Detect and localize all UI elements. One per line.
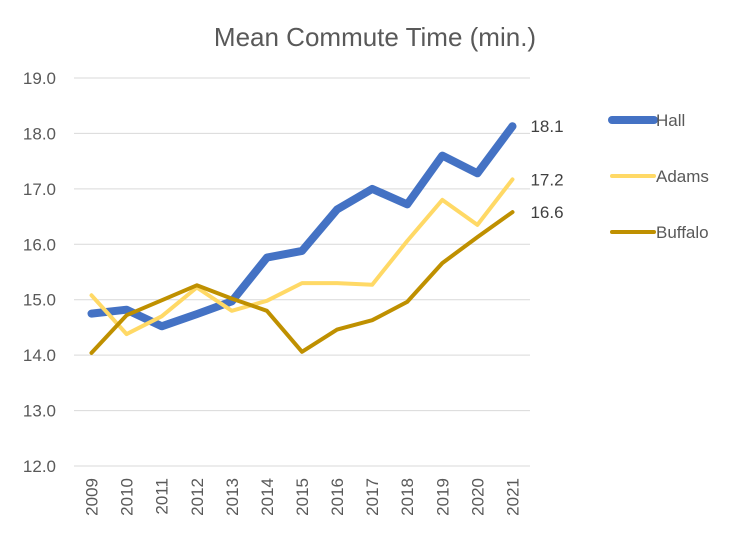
- gridlines: [74, 77, 530, 467]
- y-tick-label: 19.0: [23, 69, 56, 88]
- y-tick-label: 14.0: [23, 346, 56, 365]
- x-tick-label: 2021: [503, 478, 522, 516]
- legend-label-hall: Hall: [656, 111, 685, 130]
- legend-label-buffalo: Buffalo: [656, 223, 709, 242]
- x-tick-label: 2010: [118, 478, 137, 516]
- series-line-buffalo: [89, 210, 515, 355]
- data-label-buffalo: 16.6: [530, 203, 563, 222]
- legend-label-adams: Adams: [656, 167, 709, 186]
- x-tick-label: 2009: [83, 478, 102, 516]
- x-tick-label: 2014: [258, 478, 277, 516]
- x-tick-label: 2011: [153, 478, 172, 515]
- x-axis-ticks: 2009 2010 2011 2012 2013 2014 2015 2016 2017 2018…: [83, 478, 523, 516]
- x-tick-label: 2018: [398, 478, 417, 516]
- legend: Hall Adams Buffalo: [608, 111, 709, 242]
- data-label-hall: 18.1: [530, 117, 563, 136]
- x-tick-label: 2016: [328, 478, 347, 516]
- x-tick-label: 2015: [293, 478, 312, 516]
- x-tick-label: 2017: [363, 478, 382, 516]
- y-tick-label: 13.0: [23, 402, 56, 421]
- data-labels: 18.1 17.2 16.6: [530, 117, 563, 222]
- series-lines: [87, 122, 517, 355]
- series-line-adams: [89, 177, 515, 337]
- y-tick-label: 18.0: [23, 124, 56, 143]
- y-tick-label: 12.0: [23, 457, 56, 476]
- y-axis-ticks: 12.0 13.0 14.0 15.0 16.0 17.0 18.0 19.0: [23, 69, 56, 476]
- series-line-hall: [87, 122, 517, 331]
- x-tick-label: 2012: [188, 478, 207, 516]
- y-tick-label: 15.0: [23, 291, 56, 310]
- chart-title: Mean Commute Time (min.): [214, 22, 536, 52]
- y-tick-label: 16.0: [23, 235, 56, 254]
- y-tick-label: 17.0: [23, 180, 56, 199]
- x-tick-label: 2019: [433, 478, 452, 516]
- x-tick-label: 2020: [468, 478, 487, 516]
- x-tick-label: 2013: [223, 478, 242, 516]
- data-label-adams: 17.2: [530, 170, 563, 189]
